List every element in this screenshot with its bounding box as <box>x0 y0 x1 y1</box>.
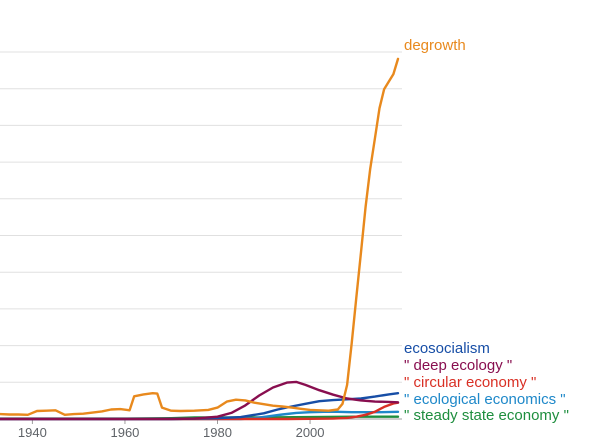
series-line-0 <box>0 57 400 416</box>
x-tick-label: 1940 <box>18 425 47 438</box>
series-labels: degrowth ecosocialism" deep ecology "" ci… <box>404 37 569 424</box>
gridlines <box>0 51 402 383</box>
series-line-3 <box>0 401 400 421</box>
series-line-2 <box>0 380 400 421</box>
x-axis: 1940 1960 1980 2000 <box>0 418 402 438</box>
series-label-1: ecosocialism <box>404 340 490 357</box>
x-tick-label: 1960 <box>110 425 139 438</box>
x-tick-label: 1980 <box>203 425 232 438</box>
x-tick-label: 2000 <box>296 425 325 438</box>
series-lines <box>0 57 400 421</box>
series-line-1 <box>0 392 400 421</box>
series-label-2: " deep ecology " <box>404 357 512 374</box>
series-label-4: " ecological economics " <box>404 391 566 408</box>
series-label-3: " circular economy " <box>404 374 536 391</box>
series-label-0: degrowth <box>404 37 466 54</box>
series-label-5: " steady state economy " <box>404 407 569 424</box>
